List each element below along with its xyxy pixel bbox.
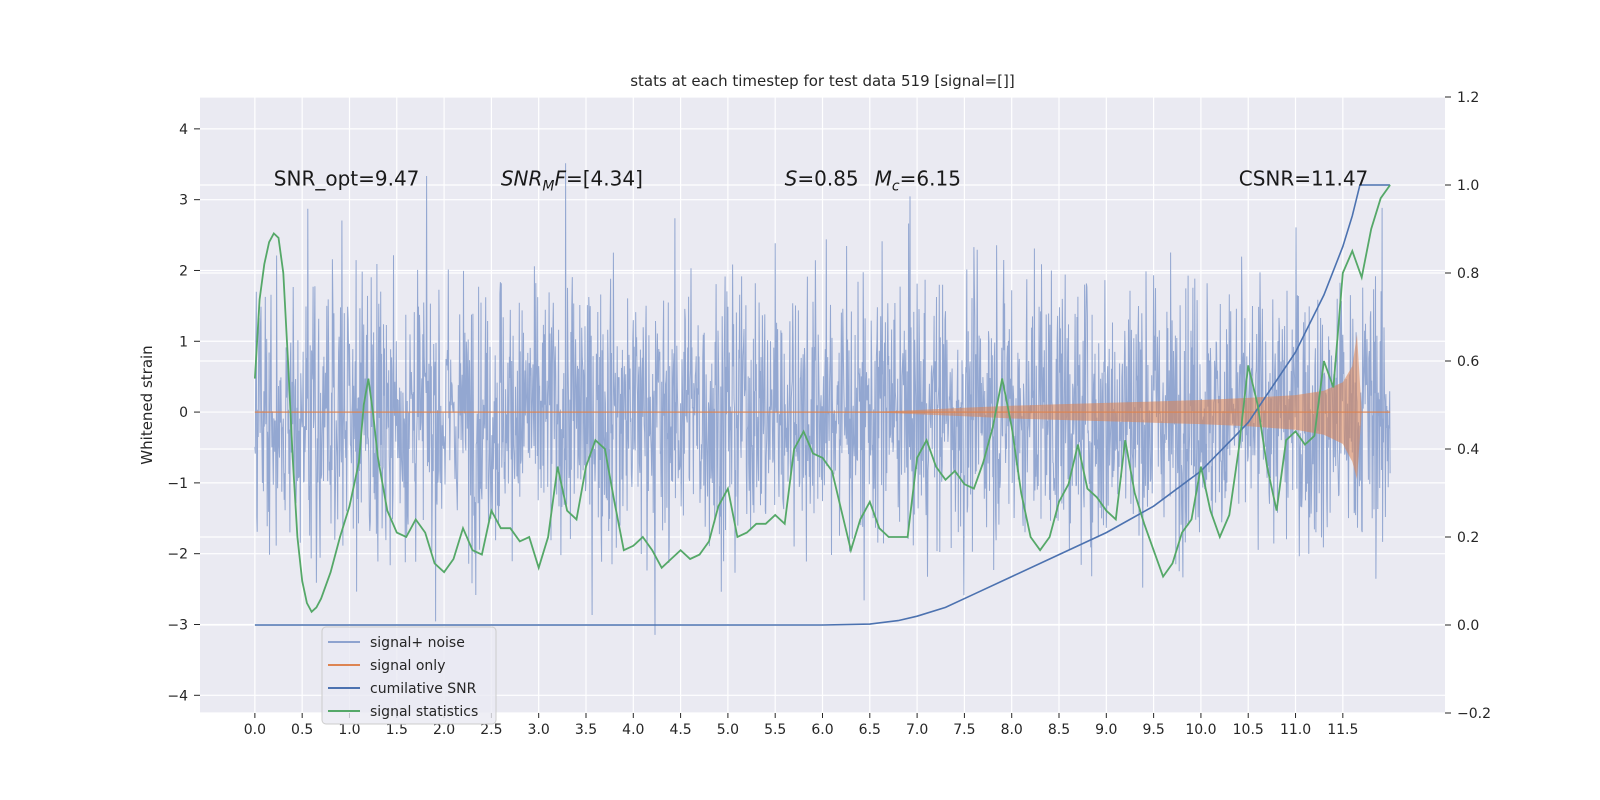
x-tick-label: 4.0 — [622, 722, 644, 738]
y-tick-label: −3 — [167, 617, 188, 633]
x-tick-label: 5.0 — [717, 722, 739, 738]
x-tick-label: 8.0 — [1001, 722, 1023, 738]
annotation-snr-opt: SNR_opt=9.47 — [274, 166, 420, 190]
y-axis-label: Whitened strain — [138, 345, 156, 464]
signal-only-envelope — [254, 334, 1391, 480]
y2-tick-label: 0.0 — [1457, 618, 1479, 634]
legend: signal+ noise signal only cumilative SNR si… — [321, 626, 497, 725]
y2-tick-label: 1.2 — [1457, 90, 1479, 106]
x-tick-label: 11.0 — [1280, 722, 1311, 738]
annotation-s-mc: S=0.85 Mc=6.15 — [785, 166, 961, 194]
y2-tick-label: 0.6 — [1457, 354, 1479, 370]
x-tick-label: 9.0 — [1095, 722, 1117, 738]
x-tick-label: 1.5 — [386, 722, 408, 738]
y2-tick-label: 0.2 — [1457, 530, 1479, 546]
x-tick-label: 0.0 — [244, 722, 266, 738]
annotation-snr-mf: SNRMF=[4.34] — [501, 166, 643, 194]
x-tick-label: 11.5 — [1327, 722, 1358, 738]
y-tick-label: −2 — [167, 547, 188, 563]
mc-subscript: c — [892, 178, 900, 194]
y-tick-label: −4 — [167, 688, 188, 704]
signal-noise-line — [254, 163, 1391, 635]
x-tick-label: 2.5 — [480, 722, 502, 738]
x-tick-label: 2.0 — [433, 722, 455, 738]
signal-noise-series — [254, 163, 1391, 635]
legend-label: cumilative SNR — [370, 681, 477, 697]
signal-statistics-line — [254, 184, 1391, 614]
x-tick-label: 10.0 — [1185, 722, 1216, 738]
legend-box — [321, 626, 497, 725]
legend-label: signal only — [370, 658, 445, 674]
y2-tick-label: 0.8 — [1457, 266, 1479, 282]
s-value: =0.85 — [797, 166, 858, 190]
signal-only-series — [254, 334, 1391, 480]
snr-mf-value: =[4.34] — [566, 166, 643, 190]
snr-mf-tail: F — [554, 166, 566, 190]
y-tick-label: 3 — [179, 193, 188, 209]
chart-title: stats at each timestep for test data 519… — [630, 72, 1015, 90]
x-tick-label: 0.5 — [291, 722, 313, 738]
y2-tick-label: −0.2 — [1457, 706, 1491, 722]
legend-label: signal+ noise — [370, 635, 465, 651]
x-tick-label: 4.5 — [669, 722, 691, 738]
x-tick-label: 7.0 — [906, 722, 928, 738]
x-tick-label: 3.0 — [528, 722, 550, 738]
x-tick-label: 3.5 — [575, 722, 597, 738]
legend-label: signal statistics — [370, 704, 478, 720]
mc-value: =6.15 — [900, 166, 961, 190]
x-tick-label: 7.5 — [953, 722, 975, 738]
annotation-csnr: CSNR=11.47 — [1239, 166, 1369, 190]
x-tick-label: 1.0 — [338, 722, 360, 738]
x-tick-label: 8.5 — [1048, 722, 1070, 738]
x-tick-label: 5.5 — [764, 722, 786, 738]
x-tick-label: 10.5 — [1233, 722, 1264, 738]
y-tick-label: 4 — [179, 122, 188, 138]
y-tick-label: −1 — [167, 476, 188, 492]
s-symbol: S — [785, 166, 798, 190]
x-tick-label: 6.0 — [811, 722, 833, 738]
mc-symbol: M — [875, 166, 892, 190]
axis-ticks: 0.0 0.5 1.0 1.5 2.0 2.5 3.0 3.5 4.0 4.5 5.0 5.5 6.0 6… — [167, 90, 1491, 738]
y-tick-label: 2 — [179, 263, 188, 279]
x-tick-label: 6.5 — [859, 722, 881, 738]
x-tick-label: 9.5 — [1142, 722, 1164, 738]
y-tick-label: 0 — [179, 405, 188, 421]
y2-tick-label: 0.4 — [1457, 442, 1479, 458]
cumulative-snr-series — [254, 184, 1391, 626]
snr-mf-subscript: M — [542, 178, 554, 194]
y-tick-label: 1 — [179, 334, 188, 350]
cumulative-snr-line — [254, 184, 1391, 626]
snr-mf-symbol: SNR — [501, 166, 543, 190]
signal-statistics-series — [254, 184, 1391, 614]
y2-tick-label: 1.0 — [1457, 178, 1479, 194]
